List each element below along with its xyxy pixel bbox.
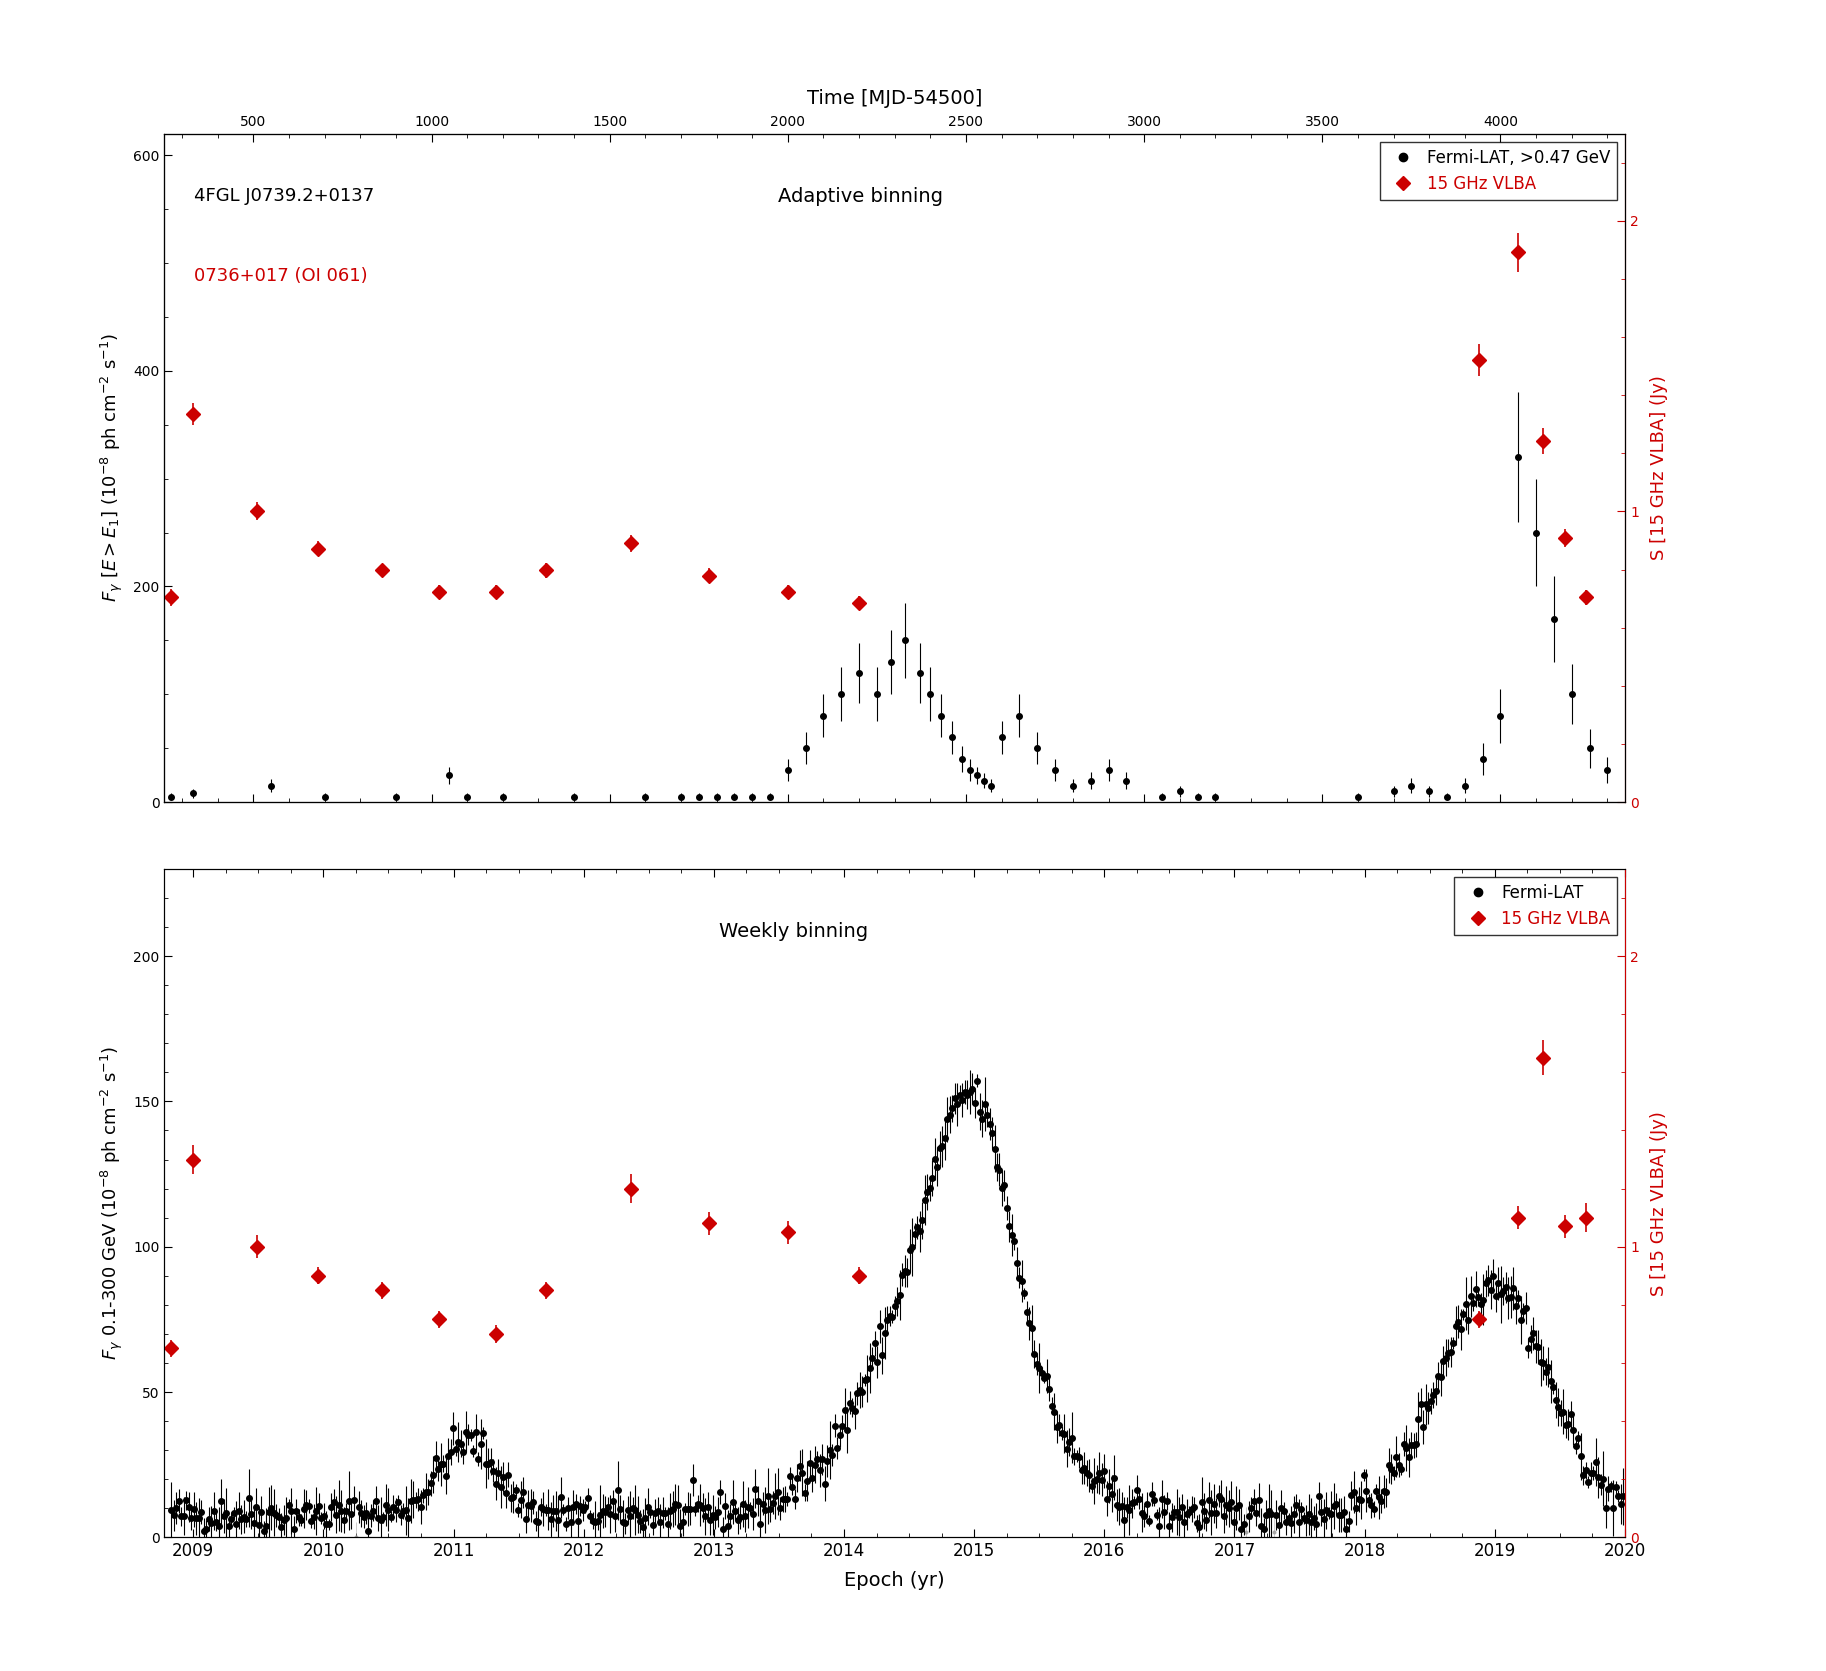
- Text: 0736+017 (OI 061): 0736+017 (OI 061): [194, 267, 367, 286]
- Text: Adaptive binning: Adaptive binning: [778, 187, 942, 206]
- Y-axis label: $F_{\gamma}$ $[E>E_1]$ $(10^{-8}$ ph cm$^{-2}$ s$^{-1})$: $F_{\gamma}$ $[E>E_1]$ $(10^{-8}$ ph cm$…: [99, 333, 124, 603]
- Y-axis label: S [15 GHz VLBA] (Jy): S [15 GHz VLBA] (Jy): [1651, 376, 1667, 560]
- X-axis label: Time [MJD-54500]: Time [MJD-54500]: [807, 89, 982, 107]
- Y-axis label: S [15 GHz VLBA] (Jy): S [15 GHz VLBA] (Jy): [1651, 1111, 1667, 1295]
- Legend: Fermi-LAT, >0.47 GeV, 15 GHz VLBA: Fermi-LAT, >0.47 GeV, 15 GHz VLBA: [1380, 142, 1616, 199]
- X-axis label: Epoch (yr): Epoch (yr): [844, 1571, 946, 1591]
- Text: Weekly binning: Weekly binning: [719, 922, 869, 941]
- Y-axis label: $F_{\gamma}$ 0.1-300 GeV $(10^{-8}$ ph cm$^{-2}$ s$^{-1})$: $F_{\gamma}$ 0.1-300 GeV $(10^{-8}$ ph c…: [99, 1046, 124, 1360]
- Legend: Fermi-LAT, 15 GHz VLBA: Fermi-LAT, 15 GHz VLBA: [1453, 877, 1616, 934]
- Text: 4FGL J0739.2+0137: 4FGL J0739.2+0137: [194, 187, 374, 206]
